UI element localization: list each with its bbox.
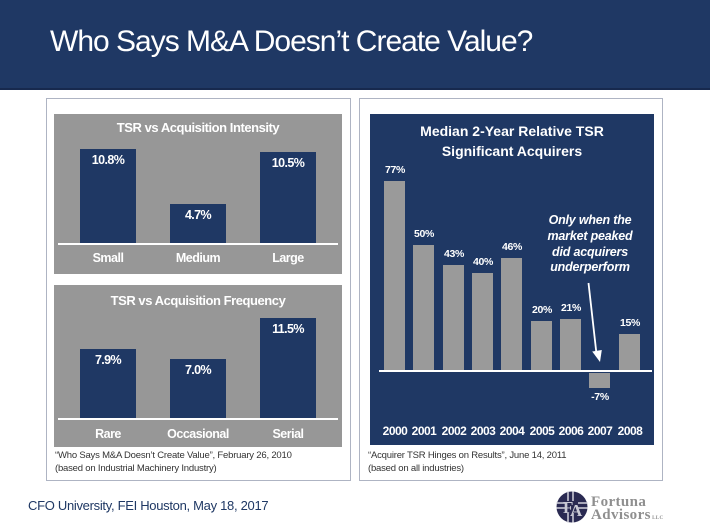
svg-text:A: A (570, 501, 583, 520)
svg-text:F: F (563, 498, 573, 517)
